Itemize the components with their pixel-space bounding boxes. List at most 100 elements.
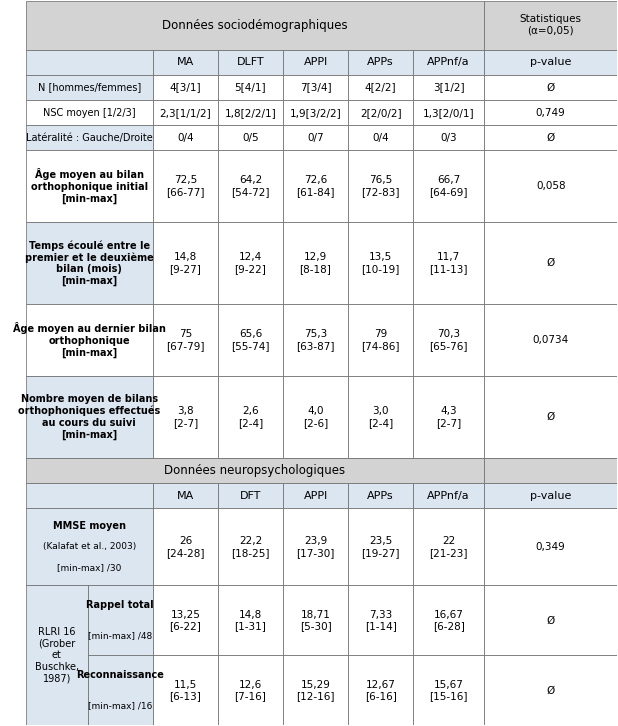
- Bar: [283, 49, 348, 75]
- Text: Données sociodémographiques: Données sociodémographiques: [162, 19, 348, 32]
- Bar: [413, 656, 484, 725]
- Bar: [25, 150, 153, 222]
- Text: 23,5
[19-27]: 23,5 [19-27]: [362, 536, 400, 558]
- Text: 3,8
[2-7]: 3,8 [2-7]: [173, 407, 198, 428]
- Text: RLRI 16
(Grober
et
Buschke,
1987): RLRI 16 (Grober et Buschke, 1987): [35, 627, 78, 684]
- Text: 23,9
[17-30]: 23,9 [17-30]: [297, 536, 335, 558]
- Bar: [348, 376, 413, 458]
- Text: 1,3[2/0/1]: 1,3[2/0/1]: [423, 107, 475, 118]
- Bar: [348, 100, 413, 125]
- Text: p-value: p-value: [530, 491, 572, 501]
- Text: 0/5: 0/5: [242, 133, 259, 143]
- Bar: [25, 125, 153, 150]
- Text: 13,5
[10-19]: 13,5 [10-19]: [362, 253, 400, 274]
- Text: 22
[21-23]: 22 [21-23]: [430, 536, 468, 558]
- Text: 75,3
[63-87]: 75,3 [63-87]: [296, 330, 335, 351]
- Bar: [153, 100, 218, 125]
- Text: 15,29
[12-16]: 15,29 [12-16]: [296, 680, 335, 701]
- Text: 2,3[1/1/2]: 2,3[1/1/2]: [159, 107, 211, 118]
- Text: 18,71
[5-30]: 18,71 [5-30]: [300, 610, 331, 631]
- Text: 2,6
[2-4]: 2,6 [2-4]: [238, 407, 263, 428]
- Bar: [413, 585, 484, 656]
- Bar: [484, 150, 617, 222]
- Bar: [218, 100, 283, 125]
- Text: 72,6
[61-84]: 72,6 [61-84]: [296, 176, 335, 197]
- Text: Données neuropsychologiques: Données neuropsychologiques: [164, 464, 345, 477]
- Bar: [218, 656, 283, 725]
- Bar: [348, 585, 413, 656]
- Text: 76,5
[72-83]: 76,5 [72-83]: [362, 176, 400, 197]
- Bar: [25, 75, 153, 100]
- Bar: [283, 508, 348, 585]
- Text: 12,4
[9-22]: 12,4 [9-22]: [235, 253, 266, 274]
- Text: 5[4/1]: 5[4/1]: [235, 83, 266, 92]
- Text: Âge moyen au bilan
orthophonique initial
[min-max]: Âge moyen au bilan orthophonique initial…: [31, 168, 148, 204]
- Text: 0,749: 0,749: [536, 107, 565, 118]
- Text: 4[3/1]: 4[3/1]: [169, 83, 201, 92]
- Text: Ø: Ø: [546, 258, 555, 268]
- Bar: [25, 458, 484, 484]
- Bar: [413, 100, 484, 125]
- Bar: [413, 125, 484, 150]
- Text: 14,8
[1-31]: 14,8 [1-31]: [235, 610, 266, 631]
- Bar: [25, 508, 153, 585]
- Text: 2[2/0/2]: 2[2/0/2]: [360, 107, 402, 118]
- Bar: [348, 656, 413, 725]
- Text: 11,7
[11-13]: 11,7 [11-13]: [430, 253, 468, 274]
- Text: MA: MA: [177, 491, 194, 501]
- Text: 16,67
[6-28]: 16,67 [6-28]: [433, 610, 465, 631]
- Bar: [153, 49, 218, 75]
- Bar: [283, 484, 348, 508]
- Bar: [283, 376, 348, 458]
- Bar: [88, 656, 153, 725]
- Bar: [348, 150, 413, 222]
- Bar: [218, 508, 283, 585]
- Bar: [218, 222, 283, 304]
- Bar: [413, 304, 484, 376]
- Text: Rappel total: Rappel total: [87, 600, 154, 610]
- Bar: [413, 508, 484, 585]
- Text: 0,058: 0,058: [536, 182, 565, 191]
- Text: APPnf/a: APPnf/a: [428, 57, 470, 68]
- Text: 64,2
[54-72]: 64,2 [54-72]: [231, 176, 269, 197]
- Bar: [153, 656, 218, 725]
- Text: 75
[67-79]: 75 [67-79]: [166, 330, 205, 351]
- Bar: [25, 49, 153, 75]
- Bar: [153, 222, 218, 304]
- Text: 7[3/4]: 7[3/4]: [300, 83, 331, 92]
- Text: 72,5
[66-77]: 72,5 [66-77]: [166, 176, 205, 197]
- Text: Reconnaissance: Reconnaissance: [77, 670, 164, 680]
- Text: 0,0734: 0,0734: [533, 335, 569, 345]
- Bar: [218, 75, 283, 100]
- Bar: [25, 376, 153, 458]
- Bar: [413, 75, 484, 100]
- Text: 3,0
[2-4]: 3,0 [2-4]: [368, 407, 393, 428]
- Bar: [218, 125, 283, 150]
- Bar: [153, 150, 218, 222]
- Bar: [413, 49, 484, 75]
- Text: 14,8
[9-27]: 14,8 [9-27]: [169, 253, 201, 274]
- Bar: [484, 125, 617, 150]
- Text: Ø: Ø: [546, 133, 555, 143]
- Bar: [153, 508, 218, 585]
- Text: [min-max] /48: [min-max] /48: [88, 632, 153, 640]
- Text: [min-max] /30: [min-max] /30: [57, 563, 121, 572]
- Bar: [348, 484, 413, 508]
- Bar: [25, 484, 153, 508]
- Text: Statistiques
(α=0,05): Statistiques (α=0,05): [520, 15, 582, 36]
- Bar: [484, 458, 617, 484]
- Bar: [218, 49, 283, 75]
- Bar: [153, 376, 218, 458]
- Text: 7,33
[1-14]: 7,33 [1-14]: [365, 610, 397, 631]
- Text: 79
[74-86]: 79 [74-86]: [362, 330, 400, 351]
- Text: 4[2/2]: 4[2/2]: [365, 83, 397, 92]
- Text: Ø: Ø: [546, 83, 555, 92]
- Bar: [283, 656, 348, 725]
- Text: 12,6
[7-16]: 12,6 [7-16]: [235, 680, 266, 701]
- Text: Âge moyen au dernier bilan
orthophonique
[min-max]: Âge moyen au dernier bilan orthophonique…: [13, 322, 166, 358]
- Text: 1,8[2/2/1]: 1,8[2/2/1]: [224, 107, 276, 118]
- Bar: [283, 304, 348, 376]
- Text: p-value: p-value: [530, 57, 572, 68]
- Bar: [484, 585, 617, 656]
- Text: 3[1/2]: 3[1/2]: [433, 83, 465, 92]
